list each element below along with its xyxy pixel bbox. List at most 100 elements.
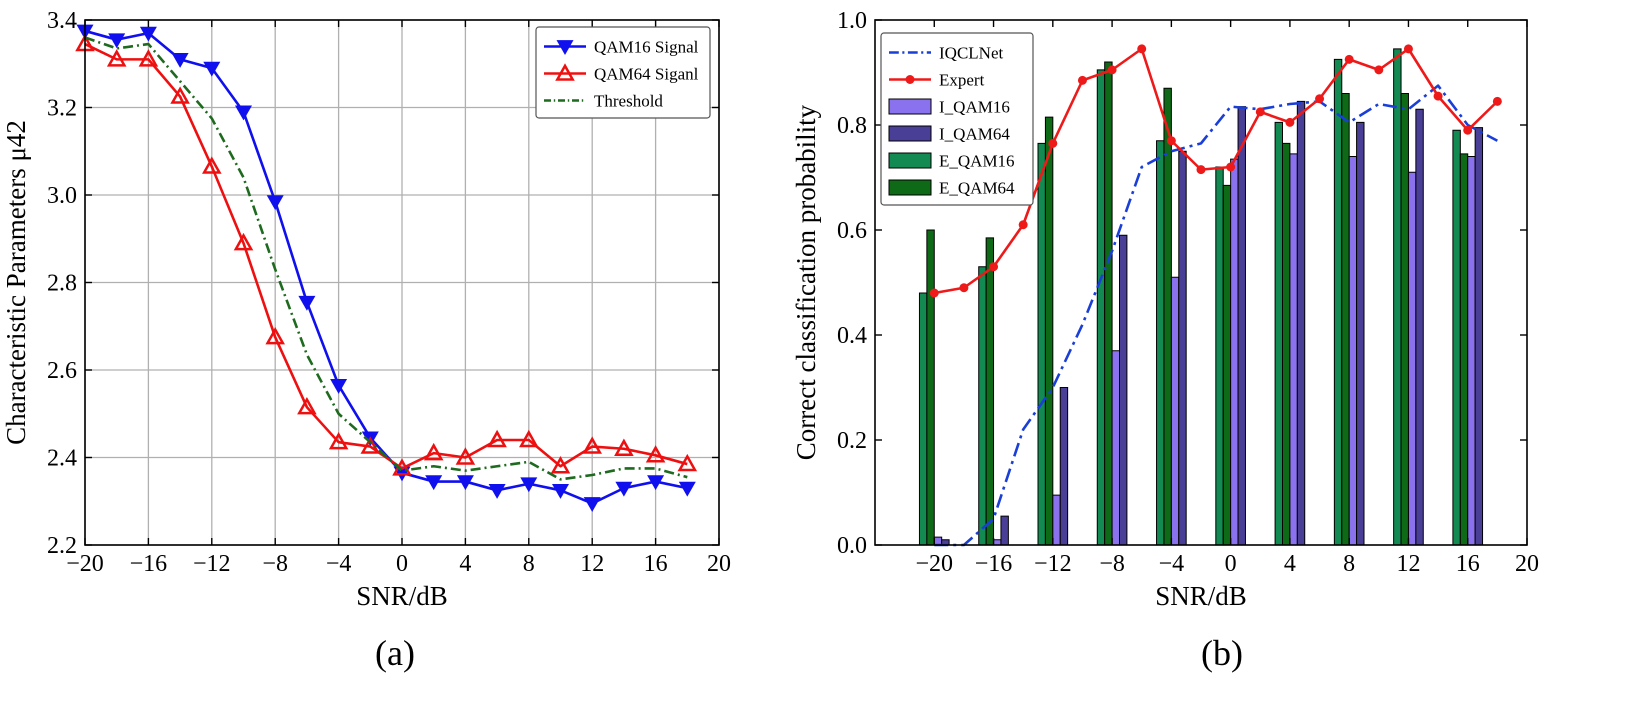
- data-point-marker: [1433, 91, 1443, 101]
- x-tick-label: −20: [66, 551, 104, 577]
- data-point-marker: [678, 481, 696, 497]
- data-point-marker: [1166, 136, 1176, 146]
- legend-swatch: [888, 98, 932, 115]
- data-point-marker: [297, 396, 317, 415]
- data-point-marker: [959, 283, 969, 293]
- x-tick-label: 20: [1515, 551, 1539, 577]
- bar-e-qam64: [1104, 61, 1113, 546]
- data-point-marker: [235, 105, 252, 121]
- y-tick-label: 2.6: [47, 358, 77, 384]
- legend-marker: [905, 75, 915, 84]
- y-axis-label: Correct classification probability: [791, 104, 821, 460]
- x-tick-label: 16: [1456, 551, 1480, 577]
- data-point-marker: [1492, 96, 1502, 106]
- bar-e-qam16: [1096, 69, 1106, 546]
- y-tick-label: 2.8: [47, 271, 77, 297]
- data-point-marker: [677, 453, 698, 472]
- x-tick-label: −16: [975, 551, 1013, 577]
- x-tick-label: 20: [707, 551, 731, 577]
- y-tick-label: 3.4: [47, 8, 77, 34]
- data-point-marker: [1226, 162, 1236, 172]
- legend-marker: [556, 40, 574, 55]
- y-tick-label: 0.8: [837, 113, 867, 139]
- x-tick-label: 16: [644, 551, 668, 577]
- y-tick-label: 2.4: [47, 446, 77, 472]
- x-axis-label: SNR/dB: [356, 581, 448, 611]
- data-point-marker: [645, 445, 666, 463]
- data-point-marker: [1463, 125, 1473, 135]
- data-point-marker: [583, 497, 601, 512]
- x-tick-label: 4: [1284, 551, 1296, 577]
- panel-b-chart: −20 −16 −12 −8 −4 0 4 8 12 16 20 0.0 0.2 0.4 0.6 0.8 1.0…: [791, 8, 1539, 611]
- x-tick-label: 0: [396, 551, 408, 577]
- legend-label: I_QAM64: [939, 125, 1010, 144]
- data-point-marker: [203, 61, 221, 77]
- y-tick-label: 0.6: [837, 218, 867, 244]
- data-point-marker: [425, 475, 443, 491]
- series-line-iqclnet: [934, 84, 1498, 547]
- data-point-marker: [108, 33, 126, 49]
- bar-i-qam64: [1296, 100, 1306, 546]
- bar-e-qam16: [1274, 121, 1284, 546]
- x-tick-label: 8: [523, 551, 535, 577]
- data-point-marker: [487, 429, 507, 448]
- x-tick-label: −4: [1159, 551, 1185, 577]
- bar-e-qam64: [1459, 153, 1469, 546]
- data-point-marker: [647, 475, 665, 491]
- data-point-marker: [520, 477, 538, 493]
- data-point-marker: [552, 483, 569, 499]
- bar-e-qam64: [1400, 93, 1409, 546]
- bar-i-qam64: [1000, 515, 1009, 546]
- bar-e-qam64: [1282, 142, 1291, 546]
- data-point-marker: [615, 481, 633, 497]
- data-point-marker: [423, 442, 444, 461]
- data-point-marker: [139, 26, 157, 42]
- x-tick-label: −20: [915, 551, 953, 577]
- legend-label: E_QAM64: [939, 179, 1015, 198]
- bar-i-qam16: [1407, 171, 1417, 546]
- bar-e-qam64: [1341, 93, 1350, 546]
- bar-i-qam64: [1415, 108, 1424, 546]
- data-point-marker: [1374, 65, 1384, 75]
- legend-swatch: [888, 152, 932, 169]
- y-tick-label: 3.0: [47, 183, 77, 209]
- data-point-marker: [330, 378, 348, 394]
- data-point-marker: [170, 86, 190, 104]
- y-tick-label: 0.2: [837, 428, 867, 454]
- bar-e-qam16: [1215, 166, 1224, 546]
- legend-label: Threshold: [594, 92, 663, 111]
- y-tick-label: 1.0: [837, 8, 867, 34]
- legend-label: QAM64 Siganl: [594, 65, 699, 84]
- legend-label: Expert: [939, 71, 985, 90]
- bar-i-qam64: [1178, 150, 1187, 546]
- data-point-marker: [138, 49, 159, 67]
- bar-i-qam64: [1356, 121, 1365, 546]
- bar-i-qam16: [1348, 156, 1358, 546]
- data-point-marker: [1077, 75, 1087, 85]
- bar-e-qam64: [1044, 116, 1054, 546]
- bar-i-qam16: [1170, 276, 1180, 546]
- x-tick-label: −12: [1034, 551, 1072, 577]
- data-point-marker: [1137, 44, 1147, 54]
- x-tick-label: 4: [459, 551, 471, 577]
- bar-e-qam64: [985, 237, 995, 546]
- x-tick-label: −4: [326, 551, 352, 577]
- y-axis-label: Characteristic Parameters μ42: [1, 120, 31, 445]
- legend-marker: [555, 63, 575, 81]
- bar-e-qam16: [978, 266, 987, 546]
- data-point-marker: [233, 232, 254, 251]
- data-point-marker: [1255, 107, 1265, 117]
- bar-e-qam64: [1163, 87, 1172, 546]
- data-point-marker: [1403, 44, 1413, 54]
- bar-e-qam16: [1452, 129, 1461, 546]
- data-point-marker: [1196, 165, 1206, 175]
- bar-e-qam16: [1156, 140, 1165, 546]
- x-tick-label: −8: [1099, 551, 1125, 577]
- legend: IQCLNet Expert I_QAM16 I_QAM64 E_QAM16 E_QAM6…: [880, 32, 1034, 206]
- data-point-marker: [582, 436, 602, 454]
- data-point-marker: [550, 456, 571, 474]
- x-tick-label: −16: [130, 551, 168, 577]
- x-tick-label: 12: [580, 551, 604, 577]
- bar-i-qam16: [1289, 153, 1298, 546]
